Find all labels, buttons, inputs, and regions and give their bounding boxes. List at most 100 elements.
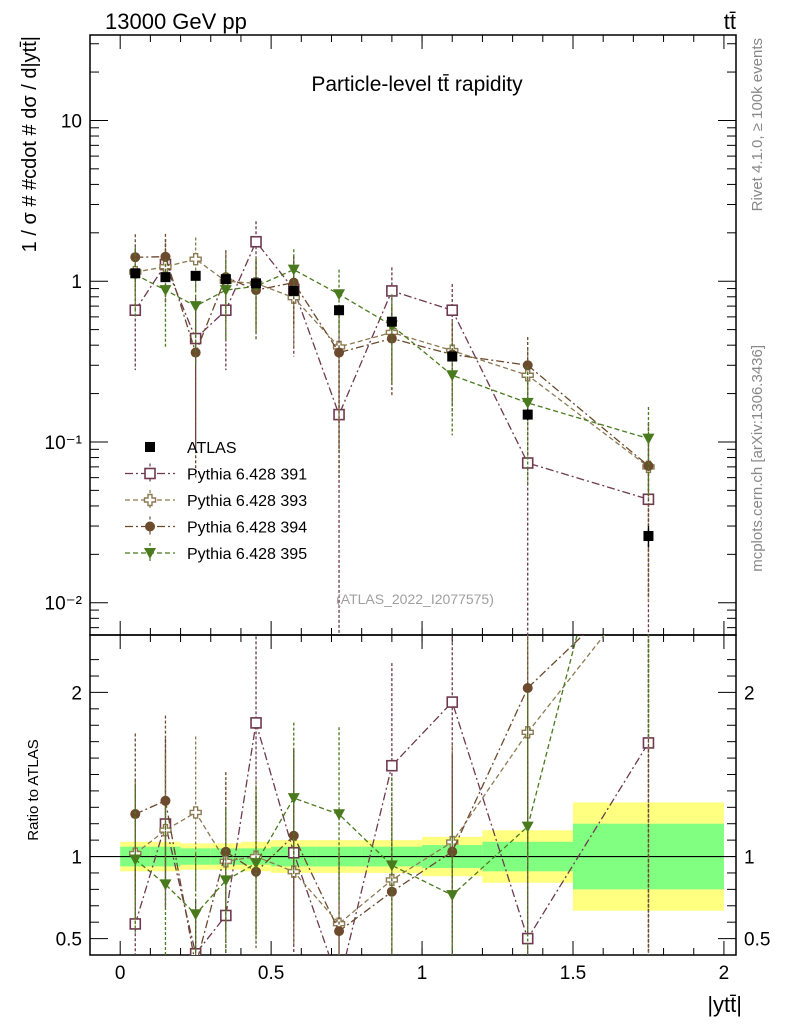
ratio-panel-frame bbox=[89, 634, 737, 956]
marker-p395 bbox=[333, 289, 346, 301]
ratio-marker-p395 bbox=[189, 909, 202, 921]
legend-marker-p394 bbox=[145, 521, 155, 532]
marker-p394 bbox=[522, 360, 533, 371]
energy-label: 13000 GeV pp bbox=[105, 9, 247, 34]
marker-p391 bbox=[250, 235, 262, 248]
marker-atlas bbox=[643, 531, 654, 542]
ratio-y-tick-label-right: 2 bbox=[744, 683, 755, 704]
marker-p395 bbox=[446, 370, 459, 382]
ratio-marker-p394 bbox=[251, 866, 262, 877]
marker-p394 bbox=[643, 460, 654, 471]
main-plot-data bbox=[129, 221, 655, 635]
marker-p394 bbox=[386, 333, 397, 344]
legend-marker-p391 bbox=[144, 467, 156, 480]
ratio-marker-p395 bbox=[521, 821, 534, 833]
legend-label-p395: Pythia 6.428 395 bbox=[187, 546, 307, 563]
axis-ticks: 0 0.5 1 1.5 2 10⁻² 10⁻¹ 1 10 0.5 0.5 1 1 2 2 bbox=[45, 35, 770, 984]
ratio-marker-p395 bbox=[287, 793, 300, 805]
series-line-p395 bbox=[134, 268, 649, 440]
marker-p395 bbox=[219, 285, 232, 297]
mcplots-label: mcplots.cern.ch [arXiv:1306.3436] bbox=[749, 345, 766, 572]
y-tick-label: 10 bbox=[61, 111, 82, 132]
ratio-marker-p394 bbox=[288, 830, 299, 841]
marker-p393 bbox=[189, 253, 202, 266]
marker-atlas bbox=[160, 272, 171, 283]
legend-label-p393: Pythia 6.428 393 bbox=[187, 493, 307, 510]
ratio-marker-p395 bbox=[250, 858, 263, 870]
ratio-marker-p394 bbox=[522, 683, 533, 694]
ratio-marker-p395 bbox=[333, 809, 346, 821]
marker-p395 bbox=[189, 301, 202, 313]
legend-item-atlas: ATLAS bbox=[145, 440, 237, 457]
ratio-marker-p395 bbox=[385, 860, 398, 872]
y-tick-label: 10⁻² bbox=[45, 594, 83, 615]
legend-label-p391: Pythia 6.428 391 bbox=[187, 467, 307, 484]
marker-p395 bbox=[287, 264, 300, 276]
ratio-y-tick-label: 2 bbox=[71, 683, 82, 704]
marker-p395 bbox=[642, 433, 655, 445]
legend-marker-p393 bbox=[143, 493, 157, 507]
x-tick-label: 1.5 bbox=[560, 963, 586, 984]
ratio-y-tick-label-right: 0.5 bbox=[744, 930, 770, 951]
x-axis-label: |ytt̄| bbox=[707, 992, 742, 1017]
legend-marker-p395 bbox=[144, 548, 156, 559]
ratio-marker-p394 bbox=[334, 926, 345, 937]
marker-atlas bbox=[386, 316, 397, 327]
ratio-axis-label: Ratio to ATLAS bbox=[25, 739, 42, 840]
ratio-marker-p395 bbox=[446, 890, 459, 902]
ratio-marker-p394 bbox=[160, 795, 171, 806]
ratio-line-p395 bbox=[134, 635, 578, 916]
series-atlas bbox=[130, 268, 654, 548]
marker-p393 bbox=[521, 369, 534, 382]
x-tick-label: 1 bbox=[417, 963, 428, 984]
ratio-marker-p391 bbox=[386, 759, 398, 772]
legend-marker-atlas bbox=[145, 442, 155, 452]
ratio-marker-p393 bbox=[159, 824, 172, 837]
legend: ATLAS Pythia 6.428 391 Pythia 6.428 393 Pyt… bbox=[125, 440, 307, 563]
ratio-marker-p395 bbox=[219, 875, 232, 887]
marker-atlas bbox=[251, 278, 262, 289]
marker-p394 bbox=[160, 251, 171, 262]
marker-atlas bbox=[220, 274, 231, 285]
y-axis-label: 1 / σ # #cdot # dσ / d|ytt̄| bbox=[19, 36, 41, 252]
ratio-plot-data bbox=[129, 635, 655, 955]
legend-label-p394: Pythia 6.428 394 bbox=[187, 520, 307, 537]
marker-p394 bbox=[130, 252, 141, 263]
legend-item-p394: Pythia 6.428 394 bbox=[125, 516, 307, 537]
marker-p395 bbox=[159, 285, 172, 297]
legend-item-p391: Pythia 6.428 391 bbox=[125, 463, 307, 484]
y-tick-label: 1 bbox=[71, 272, 82, 293]
analysis-label: (ATLAS_2022_I2077575) bbox=[336, 591, 494, 607]
marker-p395 bbox=[521, 397, 534, 409]
ratio-y-tick-label-right: 1 bbox=[744, 848, 755, 869]
process-label: tt̄ bbox=[724, 9, 736, 34]
ratio-marker-p393 bbox=[189, 806, 202, 819]
x-tick-label: 0.5 bbox=[258, 963, 284, 984]
ratio-series-p395 bbox=[129, 635, 650, 955]
legend-item-p395: Pythia 6.428 395 bbox=[125, 543, 307, 563]
marker-p394 bbox=[334, 347, 345, 358]
rivet-version-label: Rivet 4.1.0, ≥ 100k events bbox=[749, 38, 766, 211]
x-tick-label: 2 bbox=[719, 963, 730, 984]
marker-atlas bbox=[190, 270, 201, 281]
legend-item-p393: Pythia 6.428 393 bbox=[125, 490, 307, 510]
ratio-marker-p395 bbox=[159, 879, 172, 891]
legend-label-atlas: ATLAS bbox=[187, 440, 237, 457]
marker-atlas bbox=[522, 409, 533, 420]
ratio-marker-p394 bbox=[447, 846, 458, 857]
marker-p394 bbox=[288, 277, 299, 288]
ratio-marker-p394 bbox=[386, 886, 397, 897]
ratio-marker-p394 bbox=[220, 846, 231, 857]
marker-atlas bbox=[447, 351, 458, 362]
marker-atlas bbox=[334, 305, 345, 316]
marker-atlas bbox=[130, 268, 141, 279]
ratio-marker-p391 bbox=[250, 717, 262, 729]
ratio-marker-p395 bbox=[129, 854, 142, 866]
x-tick-label: 0 bbox=[115, 963, 126, 984]
y-tick-label: 10⁻¹ bbox=[45, 433, 83, 454]
marker-p391 bbox=[446, 304, 459, 317]
ratio-y-tick-label: 1 bbox=[71, 848, 82, 869]
ratio-marker-p391 bbox=[446, 696, 459, 708]
chart-title: Particle-level tt̄ rapidity bbox=[311, 73, 523, 96]
